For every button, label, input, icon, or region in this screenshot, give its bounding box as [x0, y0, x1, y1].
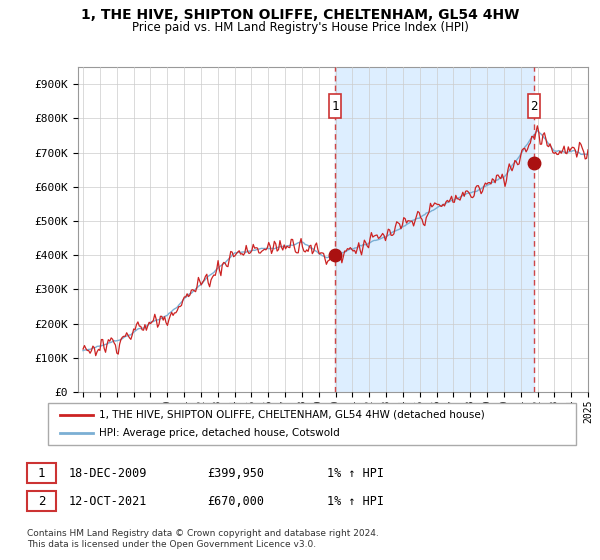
Text: 1, THE HIVE, SHIPTON OLIFFE, CHELTENHAM, GL54 4HW: 1, THE HIVE, SHIPTON OLIFFE, CHELTENHAM,… — [81, 8, 519, 22]
Text: 1% ↑ HPI: 1% ↑ HPI — [327, 466, 384, 480]
Text: Price paid vs. HM Land Registry's House Price Index (HPI): Price paid vs. HM Land Registry's House … — [131, 21, 469, 34]
Text: 1% ↑ HPI: 1% ↑ HPI — [327, 494, 384, 508]
Text: 2: 2 — [530, 100, 538, 113]
Text: 1, THE HIVE, SHIPTON OLIFFE, CHELTENHAM, GL54 4HW (detached house): 1, THE HIVE, SHIPTON OLIFFE, CHELTENHAM,… — [99, 410, 485, 420]
Text: HPI: Average price, detached house, Cotswold: HPI: Average price, detached house, Cots… — [99, 428, 340, 438]
Text: 1: 1 — [331, 100, 338, 113]
FancyBboxPatch shape — [329, 94, 341, 118]
Text: Contains HM Land Registry data © Crown copyright and database right 2024.
This d: Contains HM Land Registry data © Crown c… — [27, 529, 379, 549]
FancyBboxPatch shape — [528, 94, 540, 118]
Text: £399,950: £399,950 — [207, 466, 264, 480]
Text: 1: 1 — [38, 466, 45, 480]
Text: 12-OCT-2021: 12-OCT-2021 — [69, 494, 148, 508]
Text: 2: 2 — [38, 494, 45, 508]
Text: 18-DEC-2009: 18-DEC-2009 — [69, 466, 148, 480]
Bar — [335, 67, 534, 392]
Text: £670,000: £670,000 — [207, 494, 264, 508]
